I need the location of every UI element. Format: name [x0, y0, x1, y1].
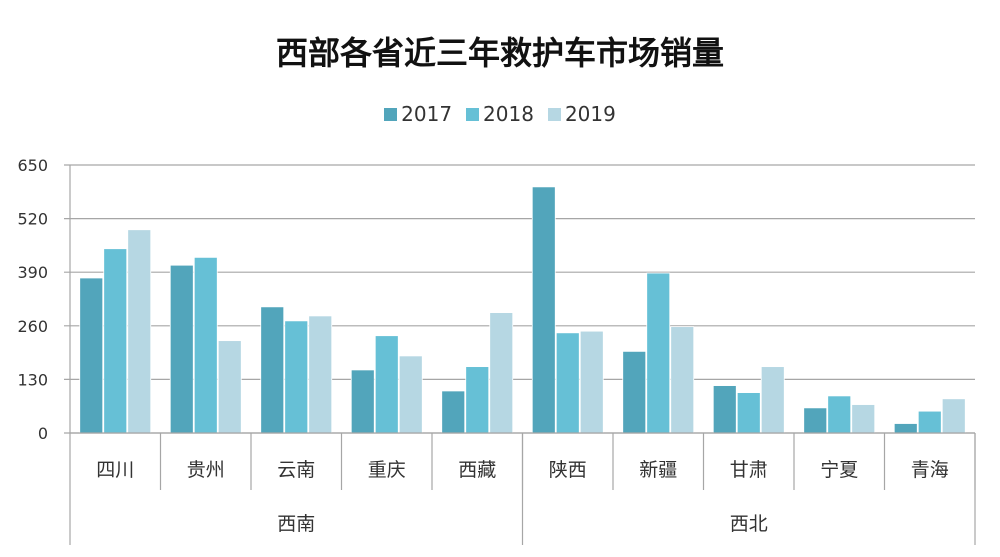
bar-2017-重庆 [350, 369, 375, 434]
bar-2018-陕西 [555, 332, 580, 434]
legend-item-2018: 2018 [466, 102, 534, 126]
bar-2019-宁夏 [851, 404, 876, 434]
legend-label: 2018 [483, 102, 534, 126]
bar-2018-贵州 [193, 256, 218, 434]
y-tick-label: 520 [17, 210, 48, 229]
x-tick-label: 贵州 [187, 459, 225, 481]
bar-2019-新疆 [670, 326, 695, 434]
bar-2018-青海 [917, 410, 942, 434]
bar-2017-贵州 [169, 264, 194, 434]
bar-2017-宁夏 [803, 407, 828, 434]
y-tick-label: 390 [17, 263, 48, 282]
bar-2019-四川 [127, 229, 152, 434]
bar-2019-重庆 [398, 355, 423, 434]
bar-2017-云南 [260, 306, 285, 434]
bar-2018-四川 [103, 248, 128, 434]
group-label: 西北 [730, 513, 768, 535]
bar-2017-四川 [79, 277, 104, 434]
bar-2019-陕西 [579, 330, 604, 434]
y-tick-label: 650 [17, 156, 48, 175]
chart-title: 西部各省近三年救护车市场销量 [275, 34, 724, 72]
bar-2019-青海 [941, 398, 966, 434]
legend-label: 2017 [401, 102, 453, 126]
y-tick-label: 0 [38, 424, 48, 443]
bar-2018-宁夏 [827, 395, 852, 434]
bar-2019-甘肃 [760, 366, 785, 434]
bar-2017-青海 [893, 423, 918, 434]
x-tick-label: 四川 [96, 459, 134, 481]
bar-2019-云南 [308, 315, 333, 434]
x-tick-label: 云南 [277, 459, 315, 481]
bar-2017-甘肃 [712, 385, 737, 434]
legend: 2017 2018 2019 [0, 102, 1000, 126]
bar-2018-甘肃 [736, 392, 761, 434]
x-tick-label: 陕西 [549, 459, 587, 481]
legend-item-2017: 2017 [384, 102, 452, 126]
y-tick-label: 260 [17, 317, 48, 336]
x-tick-label: 青海 [911, 459, 949, 481]
bar-2018-西藏 [465, 366, 490, 434]
x-tick-label: 重庆 [368, 459, 406, 481]
bar-2017-西藏 [441, 390, 466, 434]
bar-2018-重庆 [374, 335, 399, 434]
legend-item-2019: 2019 [547, 102, 616, 126]
y-tick-label: 130 [17, 370, 48, 389]
bar-2019-西藏 [489, 312, 514, 434]
x-tick-label: 西藏 [458, 459, 496, 481]
x-tick-label: 新疆 [639, 459, 677, 481]
x-tick-label: 宁夏 [820, 459, 858, 481]
legend-swatch [466, 107, 480, 121]
bar-2017-新疆 [622, 350, 647, 434]
legend-label: 2019 [564, 102, 616, 126]
bar-2018-新疆 [646, 272, 671, 434]
legend-swatch [384, 107, 398, 121]
bar-2017-陕西 [531, 186, 556, 434]
bar-2018-云南 [284, 320, 309, 434]
bar-2019-贵州 [217, 340, 242, 434]
x-tick-label: 甘肃 [730, 459, 768, 481]
legend-swatch [547, 107, 561, 121]
group-label: 西南 [277, 513, 315, 535]
